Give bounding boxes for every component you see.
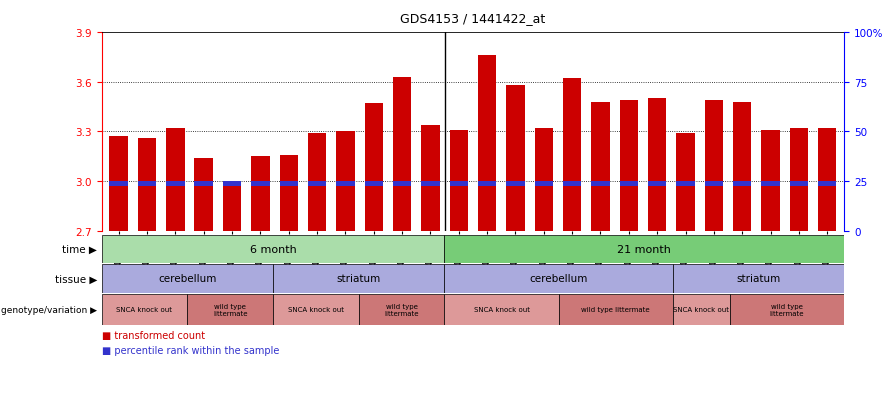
Bar [223, 182, 241, 187]
Bar [194, 159, 213, 231]
Text: 6 month: 6 month [249, 244, 296, 254]
Text: cerebellum: cerebellum [158, 274, 217, 284]
Bar [392, 78, 411, 231]
Bar [110, 182, 128, 187]
Text: ■ transformed count: ■ transformed count [102, 330, 205, 340]
Text: SNCA knock out: SNCA knock out [117, 306, 172, 313]
Text: SNCA knock out: SNCA knock out [674, 306, 729, 313]
Text: cerebellum: cerebellum [530, 274, 588, 284]
Bar [194, 182, 213, 187]
Bar [273, 265, 445, 293]
Bar [364, 104, 383, 231]
Bar [818, 182, 836, 187]
Bar [445, 235, 844, 263]
Bar [187, 294, 273, 325]
Text: striatum: striatum [736, 274, 781, 284]
Bar [336, 182, 354, 187]
Bar [673, 294, 730, 325]
Bar [761, 131, 780, 231]
Bar [110, 137, 128, 231]
Bar [251, 182, 270, 187]
Bar [705, 182, 723, 187]
Bar [336, 132, 354, 231]
Bar [559, 294, 673, 325]
Bar [761, 182, 780, 187]
Bar [223, 183, 241, 231]
Bar [507, 86, 525, 231]
Bar [818, 129, 836, 231]
Bar [789, 182, 808, 187]
Text: GDS4153 / 1441422_at: GDS4153 / 1441422_at [400, 12, 545, 25]
Bar [535, 182, 553, 187]
Text: SNCA knock out: SNCA knock out [288, 306, 344, 313]
Bar [620, 101, 638, 231]
Bar [705, 101, 723, 231]
Text: 21 month: 21 month [617, 244, 671, 254]
Bar [591, 102, 610, 231]
Bar [478, 182, 496, 187]
Bar [138, 139, 156, 231]
Text: wild type
littermate: wild type littermate [213, 303, 248, 316]
Text: striatum: striatum [337, 274, 381, 284]
Bar [733, 182, 751, 187]
Bar [364, 182, 383, 187]
Bar [421, 126, 439, 231]
Bar [445, 294, 559, 325]
Bar [102, 294, 187, 325]
Bar [251, 157, 270, 231]
Bar [166, 182, 185, 187]
Text: genotype/variation ▶: genotype/variation ▶ [1, 305, 97, 314]
Text: wild type littermate: wild type littermate [582, 306, 650, 313]
Bar [648, 99, 667, 231]
Bar [279, 182, 298, 187]
Bar [421, 182, 439, 187]
Bar [648, 182, 667, 187]
Bar [166, 129, 185, 231]
Bar [478, 56, 496, 231]
Bar [392, 182, 411, 187]
Bar [102, 265, 273, 293]
Text: wild type
littermate: wild type littermate [770, 303, 804, 316]
Bar [733, 102, 751, 231]
Bar [279, 155, 298, 231]
Bar [730, 294, 844, 325]
Text: time ▶: time ▶ [63, 244, 97, 254]
Bar [620, 182, 638, 187]
Bar [445, 265, 673, 293]
Bar [673, 265, 844, 293]
Bar [359, 294, 445, 325]
Bar [138, 182, 156, 187]
Text: ■ percentile rank within the sample: ■ percentile rank within the sample [102, 345, 279, 355]
Bar [308, 182, 326, 187]
Text: SNCA knock out: SNCA knock out [474, 306, 530, 313]
Bar [676, 134, 695, 231]
Bar [535, 129, 553, 231]
Text: wild type
littermate: wild type littermate [385, 303, 419, 316]
Bar [450, 131, 468, 231]
Bar [450, 182, 468, 187]
Bar [591, 182, 610, 187]
Bar [507, 182, 525, 187]
Bar [563, 79, 582, 231]
Bar [102, 235, 445, 263]
Bar [563, 182, 582, 187]
Bar [273, 294, 359, 325]
Bar [676, 182, 695, 187]
Bar [308, 134, 326, 231]
Bar [789, 129, 808, 231]
Text: tissue ▶: tissue ▶ [55, 274, 97, 284]
